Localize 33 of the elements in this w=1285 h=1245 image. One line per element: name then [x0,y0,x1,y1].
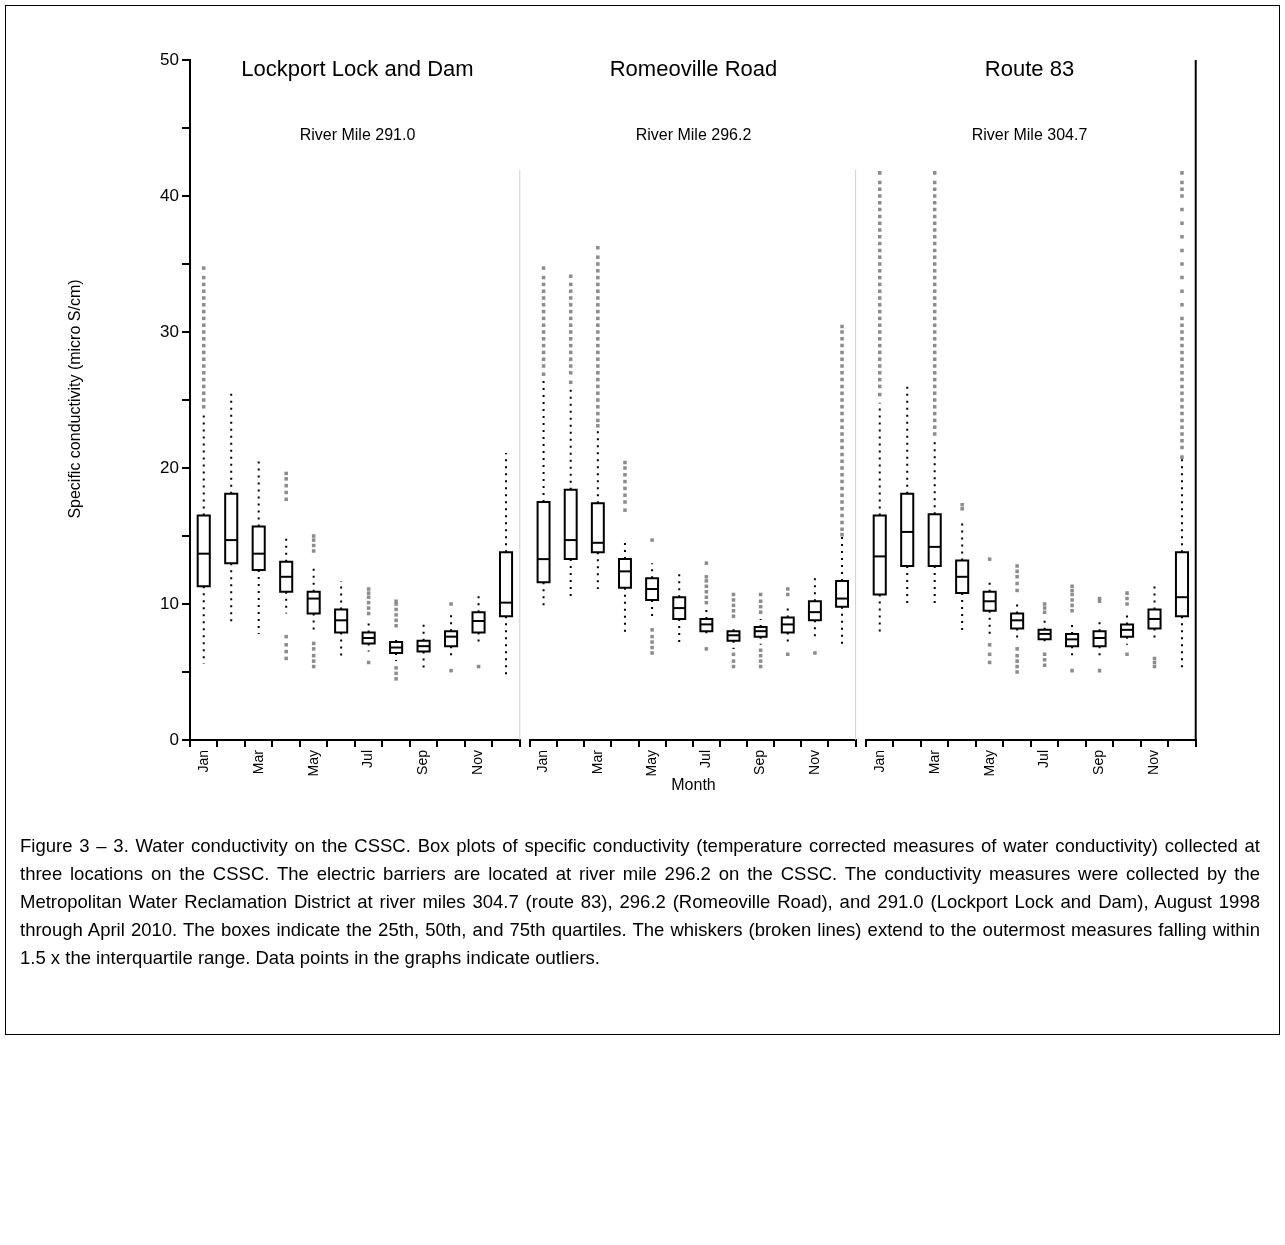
x-tick-label: May [980,750,997,777]
caption: Figure 3 – 3. Water conductivity on the CSSC. Box plots of specific conductivity (temperature corrected measures of water conductivity) collected at three locations on the CSSC. The electric barriers are located at river mile 296.2 on the CSSC. The conductivity measures were collected by the Metropolitan Water Reclamation District at river miles 304.7 (route 83), 296.2 (Romeoville Road), and 291.0 (Lockport Lock and Dam), August 1998 through April 2010. The boxes indicate the 25th, 50th, and 75th quartiles. The whiskers (broken lines) extend to the outermost measures falling within 1.5 x the interquartile range. Data points in the graphs indicate outliers. [20,834,1260,970]
x-tick-label: Jul [359,750,376,768]
y-tick-label: 30 [160,321,179,341]
chart-title: Lockport Lock and Dam [240,56,475,82]
x-tick-label: Sep [1090,749,1107,775]
x-tick-label: Nov [469,750,486,775]
x-tick-label: Jul [1035,750,1052,768]
x-tick-label: Jan [194,750,211,773]
y-tick-label: 0 [169,729,179,749]
chart-title: Route 83 [983,56,1076,82]
y-tick-label: 40 [160,185,179,205]
x-tick-label: Jan [534,750,551,773]
text: River Mile 304.7 [970,126,1089,144]
x-tick-label: Mar [249,749,266,775]
text: River Mile 296.2 [634,126,753,144]
x-tick-label: Sep [751,749,768,775]
x-tick-label: Nov [805,750,822,775]
chart-title: Romeoville Road [608,56,779,82]
x-axis-title: Month [670,776,717,794]
x-tick-label: Jan [870,750,887,773]
x-tick-label: Nov [1145,750,1162,775]
x-tick-label: Sep [414,749,431,775]
x-tick-label: Mar [588,749,605,775]
x-tick-label: Jul [697,750,714,768]
x-tick-label: May [304,750,321,777]
x-tick-label: May [642,750,659,777]
y-tick-label: 20 [160,457,179,477]
y-tick-label: 10 [160,593,179,613]
text: River Mile 291.0 [298,126,417,144]
y-tick-label: 50 [160,49,179,69]
y-axis-title: Specific conductivity (micro S/cm) [66,278,84,521]
x-tick-label: Mar [925,749,942,775]
